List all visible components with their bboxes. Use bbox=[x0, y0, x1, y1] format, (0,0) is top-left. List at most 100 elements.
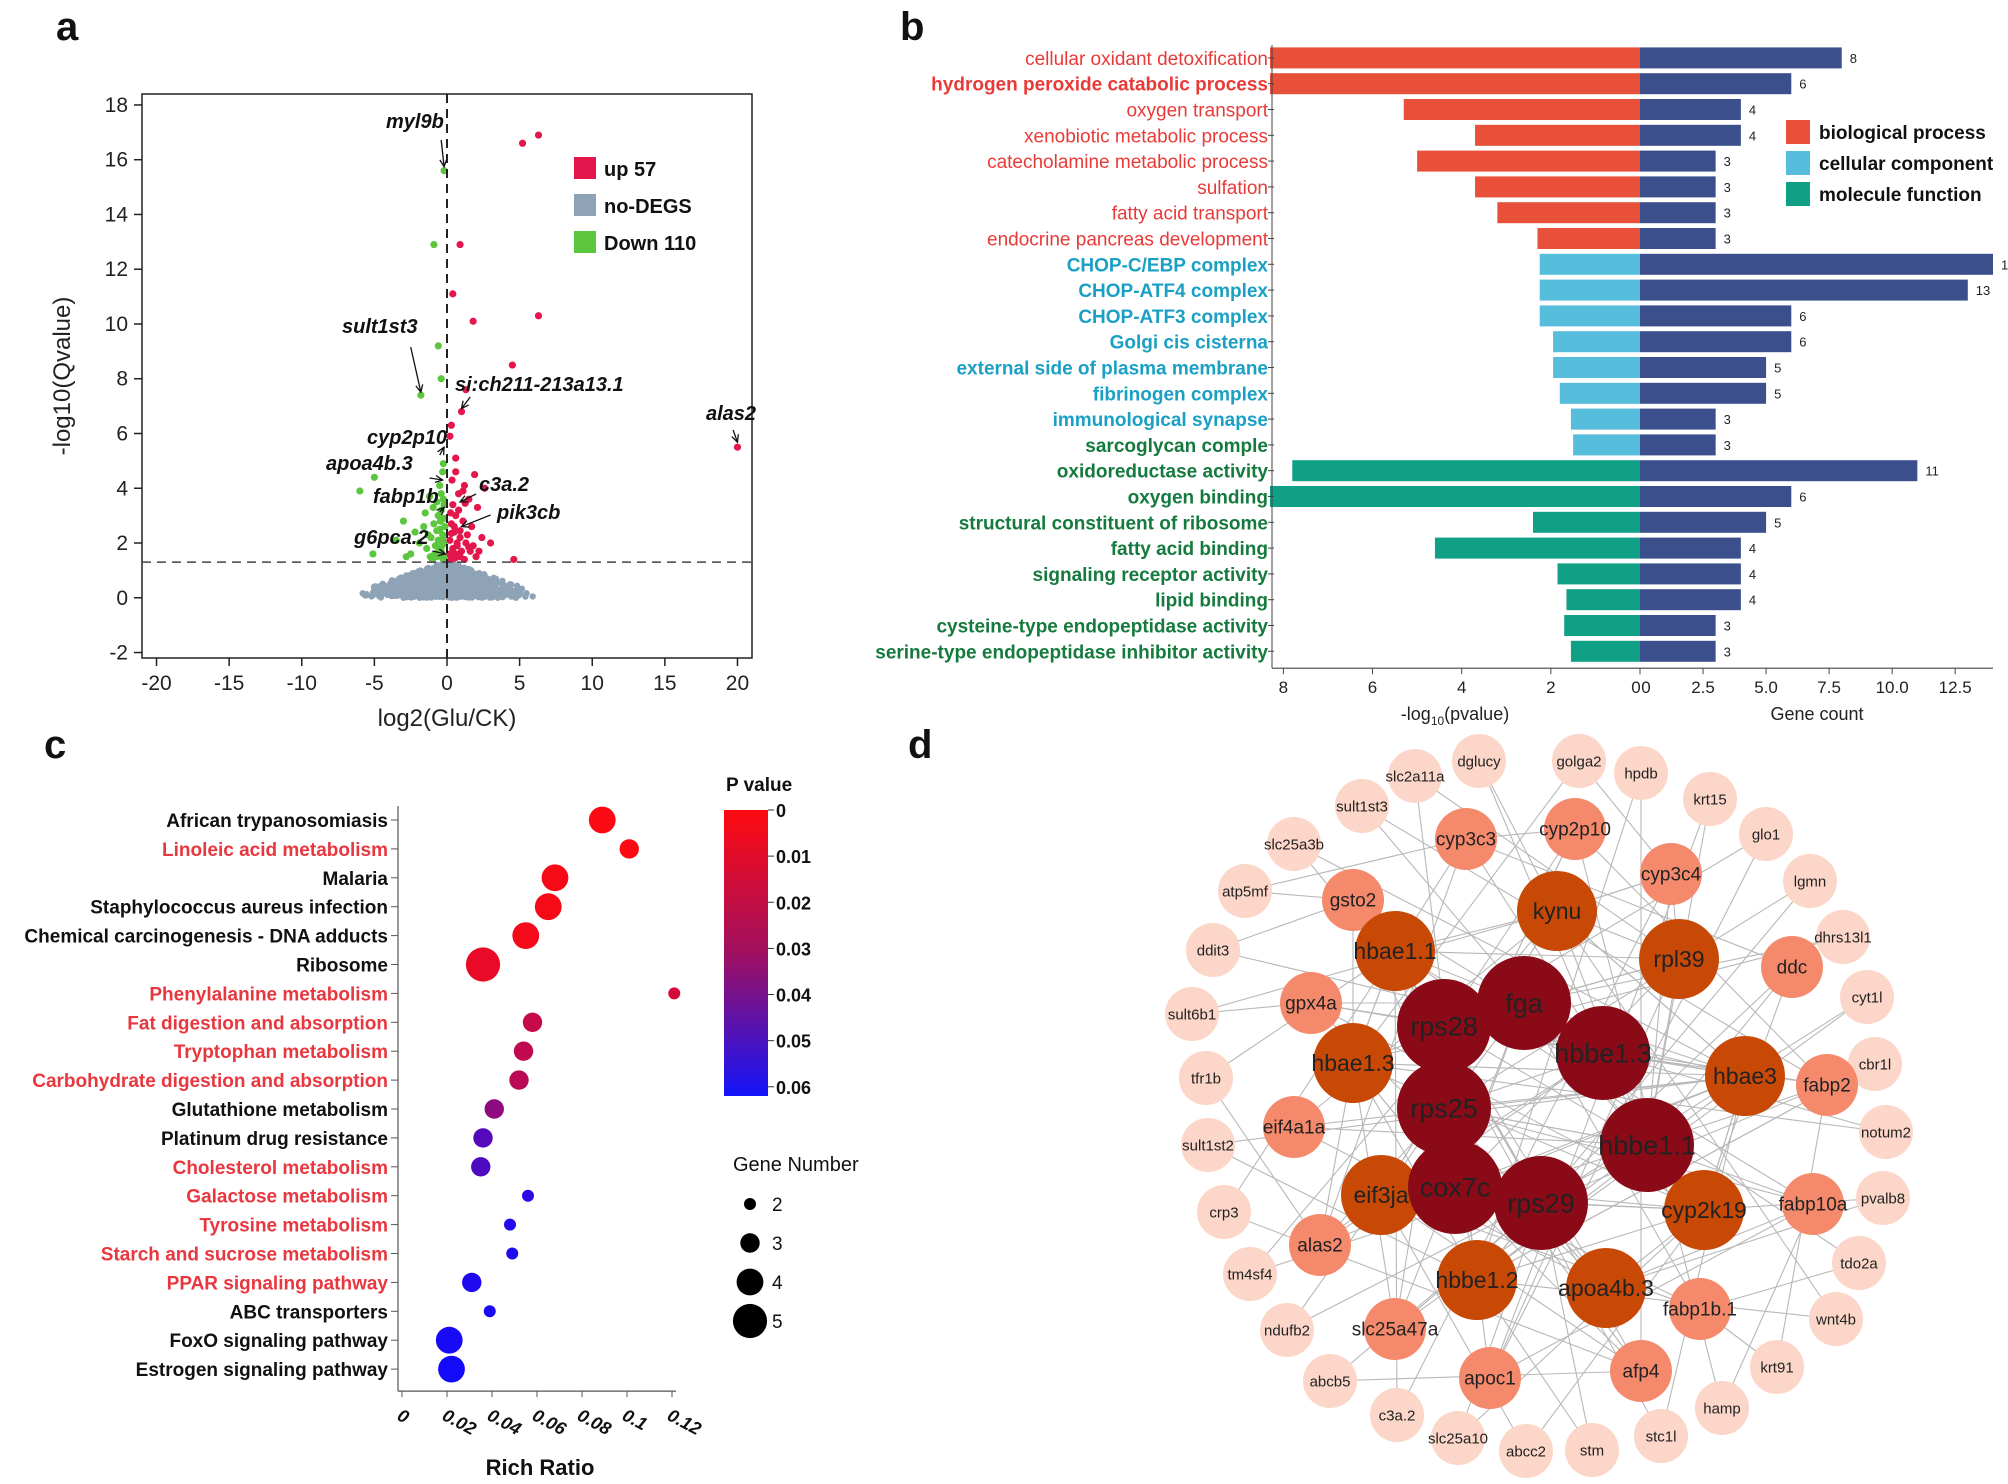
colorbar-tick-label: 0.04 bbox=[776, 986, 811, 1006]
nodeg-point bbox=[481, 577, 488, 585]
pvalue-bar bbox=[1539, 253, 1640, 275]
network-node-label: hamp bbox=[1703, 1400, 1741, 1417]
x-tick-label: -5 bbox=[365, 672, 384, 695]
down-point bbox=[440, 501, 448, 509]
down-point bbox=[441, 522, 449, 531]
nodeg-point bbox=[452, 584, 459, 591]
up-point bbox=[448, 476, 456, 484]
gene-count-label: 3 bbox=[1724, 438, 1731, 453]
go-term-label: CHOP-C/EBP complex bbox=[1067, 255, 1269, 276]
kegg-term-label: Galactose metabolism bbox=[186, 1187, 388, 1208]
go-term-label: fatty acid transport bbox=[1112, 204, 1269, 225]
gene-count-bar bbox=[1640, 434, 1716, 456]
nodeg-point bbox=[448, 575, 455, 583]
up-point bbox=[449, 544, 457, 553]
network-node-fabp10a bbox=[1782, 1173, 1844, 1235]
x-tick-label: 8 bbox=[1279, 678, 1288, 697]
x-tick-label: 0.04 bbox=[484, 1405, 524, 1439]
pvalue-bar bbox=[1573, 434, 1640, 456]
nodeg-point bbox=[393, 592, 400, 600]
network-node-label: fabp1b.1 bbox=[1663, 1300, 1737, 1321]
network-node-label: rps25 bbox=[1410, 1093, 1478, 1123]
annotation-arrowhead bbox=[436, 506, 446, 516]
x-axis-label-left-sub: 10 bbox=[1431, 714, 1445, 728]
colorbar-tick-label: 0.06 bbox=[776, 1078, 811, 1098]
gene-count-bar bbox=[1640, 124, 1741, 146]
network-node-tfr1b bbox=[1179, 1051, 1233, 1105]
network-node-hpdb bbox=[1614, 746, 1668, 800]
down-point bbox=[439, 495, 447, 503]
up-point bbox=[469, 317, 477, 325]
kegg-term-label: African trypanosomiasis bbox=[166, 811, 388, 832]
network-node-label: wnt4b bbox=[1815, 1311, 1856, 1328]
pvalue-bar bbox=[1553, 331, 1640, 353]
x-tick-label: 0 bbox=[441, 672, 453, 695]
panel-letter-a: a bbox=[56, 5, 79, 49]
go-term-label: Golgi cis cisterna bbox=[1110, 333, 1269, 354]
gene-annotation: alas2 bbox=[706, 403, 756, 425]
down-point bbox=[402, 553, 410, 561]
gene-count-bar bbox=[1640, 202, 1716, 224]
bubble bbox=[483, 1305, 496, 1318]
go-term-label: external side of plasma membrane bbox=[956, 359, 1268, 380]
annotation-arrowhead bbox=[731, 434, 739, 444]
x-tick-label: 0.1 bbox=[619, 1405, 650, 1434]
x-tick-label: 2 bbox=[1546, 678, 1555, 697]
gene-annotation: pik3cb bbox=[496, 502, 560, 524]
pvalue-bar bbox=[1570, 408, 1640, 430]
y-tick-label: 0 bbox=[116, 587, 128, 610]
network-edge bbox=[1489, 1203, 1814, 1379]
x-tick-label: 7.5 bbox=[1817, 678, 1841, 697]
network-node-stm bbox=[1565, 1423, 1619, 1477]
colorbar-tick-label: 0 bbox=[776, 801, 786, 821]
y-tick-label: 4 bbox=[116, 477, 128, 500]
annotation-arrowhead bbox=[434, 474, 445, 483]
up-point bbox=[470, 470, 479, 479]
x-tick-label: -10 bbox=[287, 672, 317, 695]
network-node-cyt1l bbox=[1840, 970, 1894, 1024]
down-point bbox=[425, 492, 434, 501]
down-point bbox=[439, 460, 447, 468]
network-node-label: hbbe1.3 bbox=[1554, 1038, 1652, 1068]
network-node-label: sult1st3 bbox=[1336, 798, 1388, 815]
down-point bbox=[430, 520, 438, 528]
nodeg-point bbox=[480, 572, 487, 579]
nodeg-point bbox=[458, 586, 466, 593]
network-edge bbox=[1352, 760, 1580, 1064]
network-node-lgmn bbox=[1783, 854, 1837, 908]
bubble bbox=[509, 1070, 529, 1090]
nodeg-point bbox=[490, 592, 497, 600]
y-tick-label: 6 bbox=[116, 422, 128, 445]
network-node-label: slc25a3b bbox=[1264, 836, 1324, 853]
size-legend-label: 3 bbox=[772, 1234, 783, 1255]
network-node-label: slc25a10 bbox=[1428, 1430, 1488, 1447]
nodeg-point bbox=[362, 592, 370, 599]
annotation-arrow bbox=[429, 477, 443, 481]
down-point bbox=[433, 498, 441, 506]
network-node-fabp2 bbox=[1796, 1054, 1858, 1116]
gene-count-label: 3 bbox=[1724, 154, 1731, 169]
network-node-label: gpx4a bbox=[1285, 994, 1337, 1015]
gene-count-label: 6 bbox=[1799, 77, 1806, 92]
network-node-label: c3a.2 bbox=[1379, 1407, 1416, 1424]
annotation-arrowhead bbox=[437, 548, 448, 557]
up-point bbox=[462, 386, 470, 394]
network-node-rps29 bbox=[1494, 1156, 1588, 1250]
x-tick-label: 2.5 bbox=[1691, 678, 1715, 697]
network-node-cbr1l bbox=[1848, 1037, 1902, 1091]
network-node-label: cyp3c3 bbox=[1436, 830, 1496, 851]
network-edge bbox=[1525, 1209, 1705, 1452]
x-tick-label: 5 bbox=[514, 672, 526, 695]
network-node-eif4a1a bbox=[1263, 1096, 1325, 1158]
annotation-arrow bbox=[732, 429, 739, 443]
bubble bbox=[484, 1099, 504, 1119]
y-tick-label: -2 bbox=[109, 642, 128, 665]
gene-count-bar bbox=[1640, 486, 1792, 507]
network-node-label: cyp2k19 bbox=[1661, 1197, 1747, 1223]
pvalue-bar bbox=[1570, 640, 1640, 662]
down-point bbox=[417, 391, 425, 399]
nodeg-point bbox=[483, 583, 490, 591]
legend-swatch bbox=[1786, 120, 1810, 144]
nodeg-point bbox=[446, 582, 453, 590]
up-point bbox=[449, 501, 457, 509]
